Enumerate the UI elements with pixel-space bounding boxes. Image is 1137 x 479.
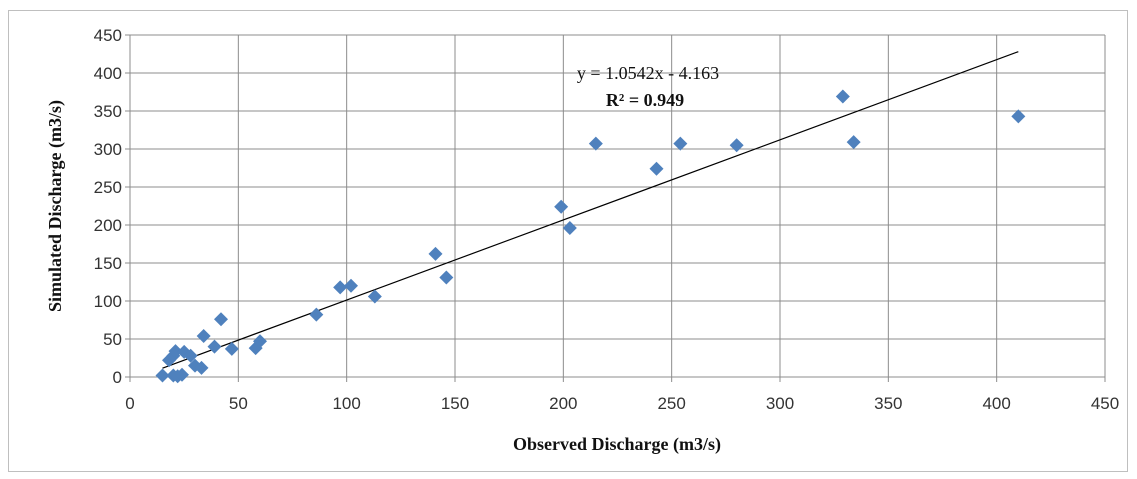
- tick-labels: 0 50 100 150 200 250 300 350 400 450 0 50 100 150 200 2…: [94, 26, 1120, 413]
- data-point: [835, 89, 850, 104]
- y-tick-label: 400: [94, 64, 122, 83]
- data-point: [207, 339, 222, 354]
- y-tick-label: 0: [113, 368, 122, 387]
- gridlines: [130, 34, 1106, 377]
- data-point: [439, 270, 454, 285]
- data-points: [155, 89, 1026, 384]
- x-tick-label: 400: [982, 394, 1010, 413]
- x-tick-label: 350: [874, 394, 902, 413]
- x-tick-label: 300: [766, 394, 794, 413]
- data-point: [196, 328, 211, 343]
- y-tick-label: 150: [94, 254, 122, 273]
- data-point: [224, 341, 239, 356]
- data-point: [554, 199, 569, 214]
- data-point: [729, 138, 744, 153]
- data-point: [344, 278, 358, 293]
- y-tick-label: 200: [94, 216, 122, 235]
- y-tick-label: 50: [103, 330, 122, 349]
- x-tick-label: 450: [1091, 394, 1119, 413]
- axes: [125, 34, 1106, 382]
- data-point: [183, 348, 198, 363]
- data-point: [155, 368, 170, 383]
- data-point: [309, 307, 324, 322]
- data-point: [1011, 109, 1026, 124]
- data-point: [649, 161, 664, 176]
- data-point: [846, 135, 861, 150]
- data-point: [428, 246, 443, 261]
- y-tick-label: 450: [94, 26, 122, 45]
- x-tick-label: 250: [657, 394, 685, 413]
- trendline-equation: y = 1.0542x - 4.163: [577, 63, 719, 83]
- x-tick-label: 50: [229, 394, 248, 413]
- trendline: [162, 51, 1019, 369]
- x-tick-label: 150: [441, 394, 469, 413]
- data-point: [194, 360, 209, 375]
- y-tick-label: 350: [94, 102, 122, 121]
- x-tick-label: 200: [549, 394, 577, 413]
- data-point: [253, 334, 267, 349]
- r-squared-label: R² = 0.949: [606, 90, 684, 110]
- y-axis-title: Simulated Discharge (m3/s): [45, 100, 66, 312]
- data-point: [333, 280, 348, 295]
- data-point: [673, 136, 688, 151]
- y-tick-label: 100: [94, 292, 122, 311]
- x-tick-label: 100: [332, 394, 360, 413]
- y-tick-label: 300: [94, 140, 122, 159]
- chart-frame: [8, 10, 1128, 472]
- trendline-layer: [162, 51, 1019, 369]
- x-tick-label: 0: [125, 394, 134, 413]
- data-point: [588, 136, 603, 151]
- x-axis-title: Observed Discharge (m3/s): [513, 434, 721, 455]
- y-tick-label: 250: [94, 178, 122, 197]
- data-point: [175, 367, 189, 382]
- data-point: [168, 344, 183, 359]
- data-point: [214, 312, 228, 327]
- data-point: [562, 221, 577, 236]
- data-point: [367, 289, 382, 304]
